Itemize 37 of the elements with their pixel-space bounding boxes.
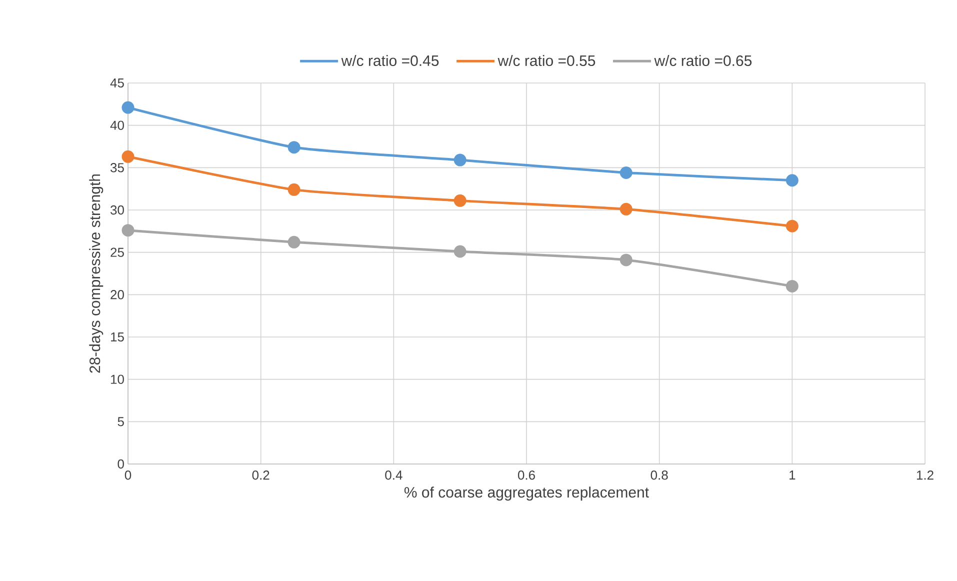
y-tick-label: 15 bbox=[110, 332, 124, 342]
x-tick-label: 0.8 bbox=[650, 470, 668, 480]
x-tick-label: 1 bbox=[790, 470, 796, 480]
y-tick-label: 40 bbox=[110, 120, 124, 130]
point bbox=[620, 202, 632, 216]
x-axis-title: % of coarse aggregates replacement bbox=[404, 486, 649, 501]
point bbox=[454, 154, 466, 166]
point bbox=[122, 101, 134, 114]
legend-label: w/c ratio =0.45 bbox=[341, 55, 439, 66]
x-tick-label: 0.4 bbox=[385, 470, 402, 480]
y-tick-label: 20 bbox=[110, 290, 124, 300]
y-tick-label: 10 bbox=[110, 374, 124, 384]
y-tick-label: 25 bbox=[110, 248, 124, 257]
x-tick-label: 0.2 bbox=[252, 470, 270, 480]
x-tick-label: 0.6 bbox=[518, 470, 535, 480]
point bbox=[288, 183, 300, 196]
y-tick-label: 5 bbox=[118, 417, 124, 426]
point bbox=[288, 236, 300, 248]
x-tick-label: 0 bbox=[124, 470, 132, 480]
point bbox=[288, 141, 300, 154]
point bbox=[786, 280, 798, 292]
point bbox=[454, 245, 466, 258]
x-tick-label: 1.2 bbox=[916, 470, 934, 480]
y-tick-label: 0 bbox=[118, 459, 124, 469]
point bbox=[454, 194, 466, 207]
y-axis-title: 28-days compressive strength bbox=[89, 174, 104, 373]
point bbox=[122, 224, 134, 237]
point bbox=[786, 220, 798, 232]
legend-label: w/c ratio =0.65 bbox=[654, 55, 752, 66]
point bbox=[620, 254, 632, 266]
y-tick-label: 30 bbox=[110, 205, 124, 215]
point bbox=[122, 150, 134, 163]
point bbox=[786, 174, 798, 187]
point bbox=[620, 166, 632, 179]
legend-label: w/c ratio =0.55 bbox=[498, 55, 596, 66]
y-tick-label: 45 bbox=[110, 78, 124, 88]
y-tick-label: 35 bbox=[110, 163, 124, 172]
